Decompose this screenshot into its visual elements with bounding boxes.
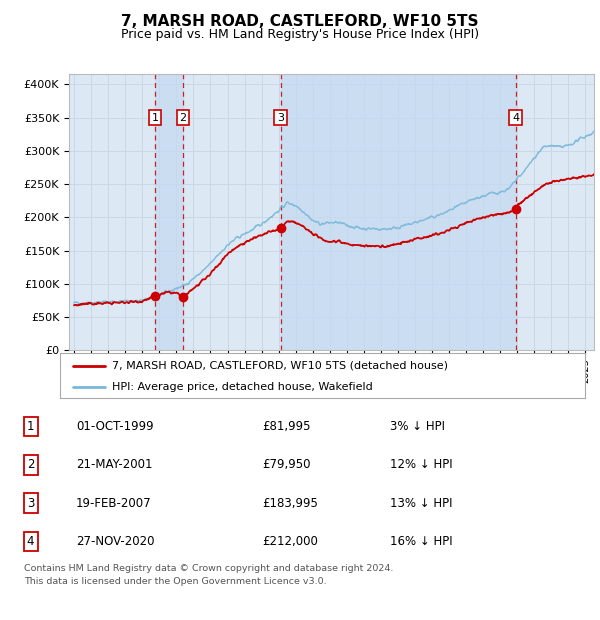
Text: 3: 3 bbox=[27, 497, 34, 510]
Text: 4: 4 bbox=[27, 535, 34, 548]
Text: £212,000: £212,000 bbox=[262, 535, 318, 548]
Text: 12% ↓ HPI: 12% ↓ HPI bbox=[391, 458, 453, 471]
Text: 7, MARSH ROAD, CASTLEFORD, WF10 5TS: 7, MARSH ROAD, CASTLEFORD, WF10 5TS bbox=[121, 14, 479, 29]
Text: HPI: Average price, detached house, Wakefield: HPI: Average price, detached house, Wake… bbox=[113, 382, 373, 392]
Text: 2: 2 bbox=[179, 113, 187, 123]
Text: 1: 1 bbox=[27, 420, 34, 433]
Text: £183,995: £183,995 bbox=[262, 497, 318, 510]
Bar bbox=[155, 74, 183, 350]
Text: 3: 3 bbox=[277, 113, 284, 123]
Text: 4: 4 bbox=[512, 113, 519, 123]
Text: 13% ↓ HPI: 13% ↓ HPI bbox=[391, 497, 453, 510]
Text: 21-MAY-2001: 21-MAY-2001 bbox=[76, 458, 152, 471]
Text: £79,950: £79,950 bbox=[262, 458, 311, 471]
Text: 7, MARSH ROAD, CASTLEFORD, WF10 5TS (detached house): 7, MARSH ROAD, CASTLEFORD, WF10 5TS (det… bbox=[113, 361, 449, 371]
Text: £81,995: £81,995 bbox=[262, 420, 311, 433]
Text: 27-NOV-2020: 27-NOV-2020 bbox=[76, 535, 155, 548]
Text: Contains HM Land Registry data © Crown copyright and database right 2024.: Contains HM Land Registry data © Crown c… bbox=[24, 564, 394, 574]
Text: 2: 2 bbox=[27, 458, 34, 471]
Text: 01-OCT-1999: 01-OCT-1999 bbox=[76, 420, 154, 433]
Text: This data is licensed under the Open Government Licence v3.0.: This data is licensed under the Open Gov… bbox=[24, 577, 326, 586]
Text: 3% ↓ HPI: 3% ↓ HPI bbox=[391, 420, 445, 433]
Text: 19-FEB-2007: 19-FEB-2007 bbox=[76, 497, 152, 510]
Text: 1: 1 bbox=[152, 113, 158, 123]
Bar bbox=[281, 74, 515, 350]
Text: Price paid vs. HM Land Registry's House Price Index (HPI): Price paid vs. HM Land Registry's House … bbox=[121, 28, 479, 40]
Text: 16% ↓ HPI: 16% ↓ HPI bbox=[391, 535, 453, 548]
